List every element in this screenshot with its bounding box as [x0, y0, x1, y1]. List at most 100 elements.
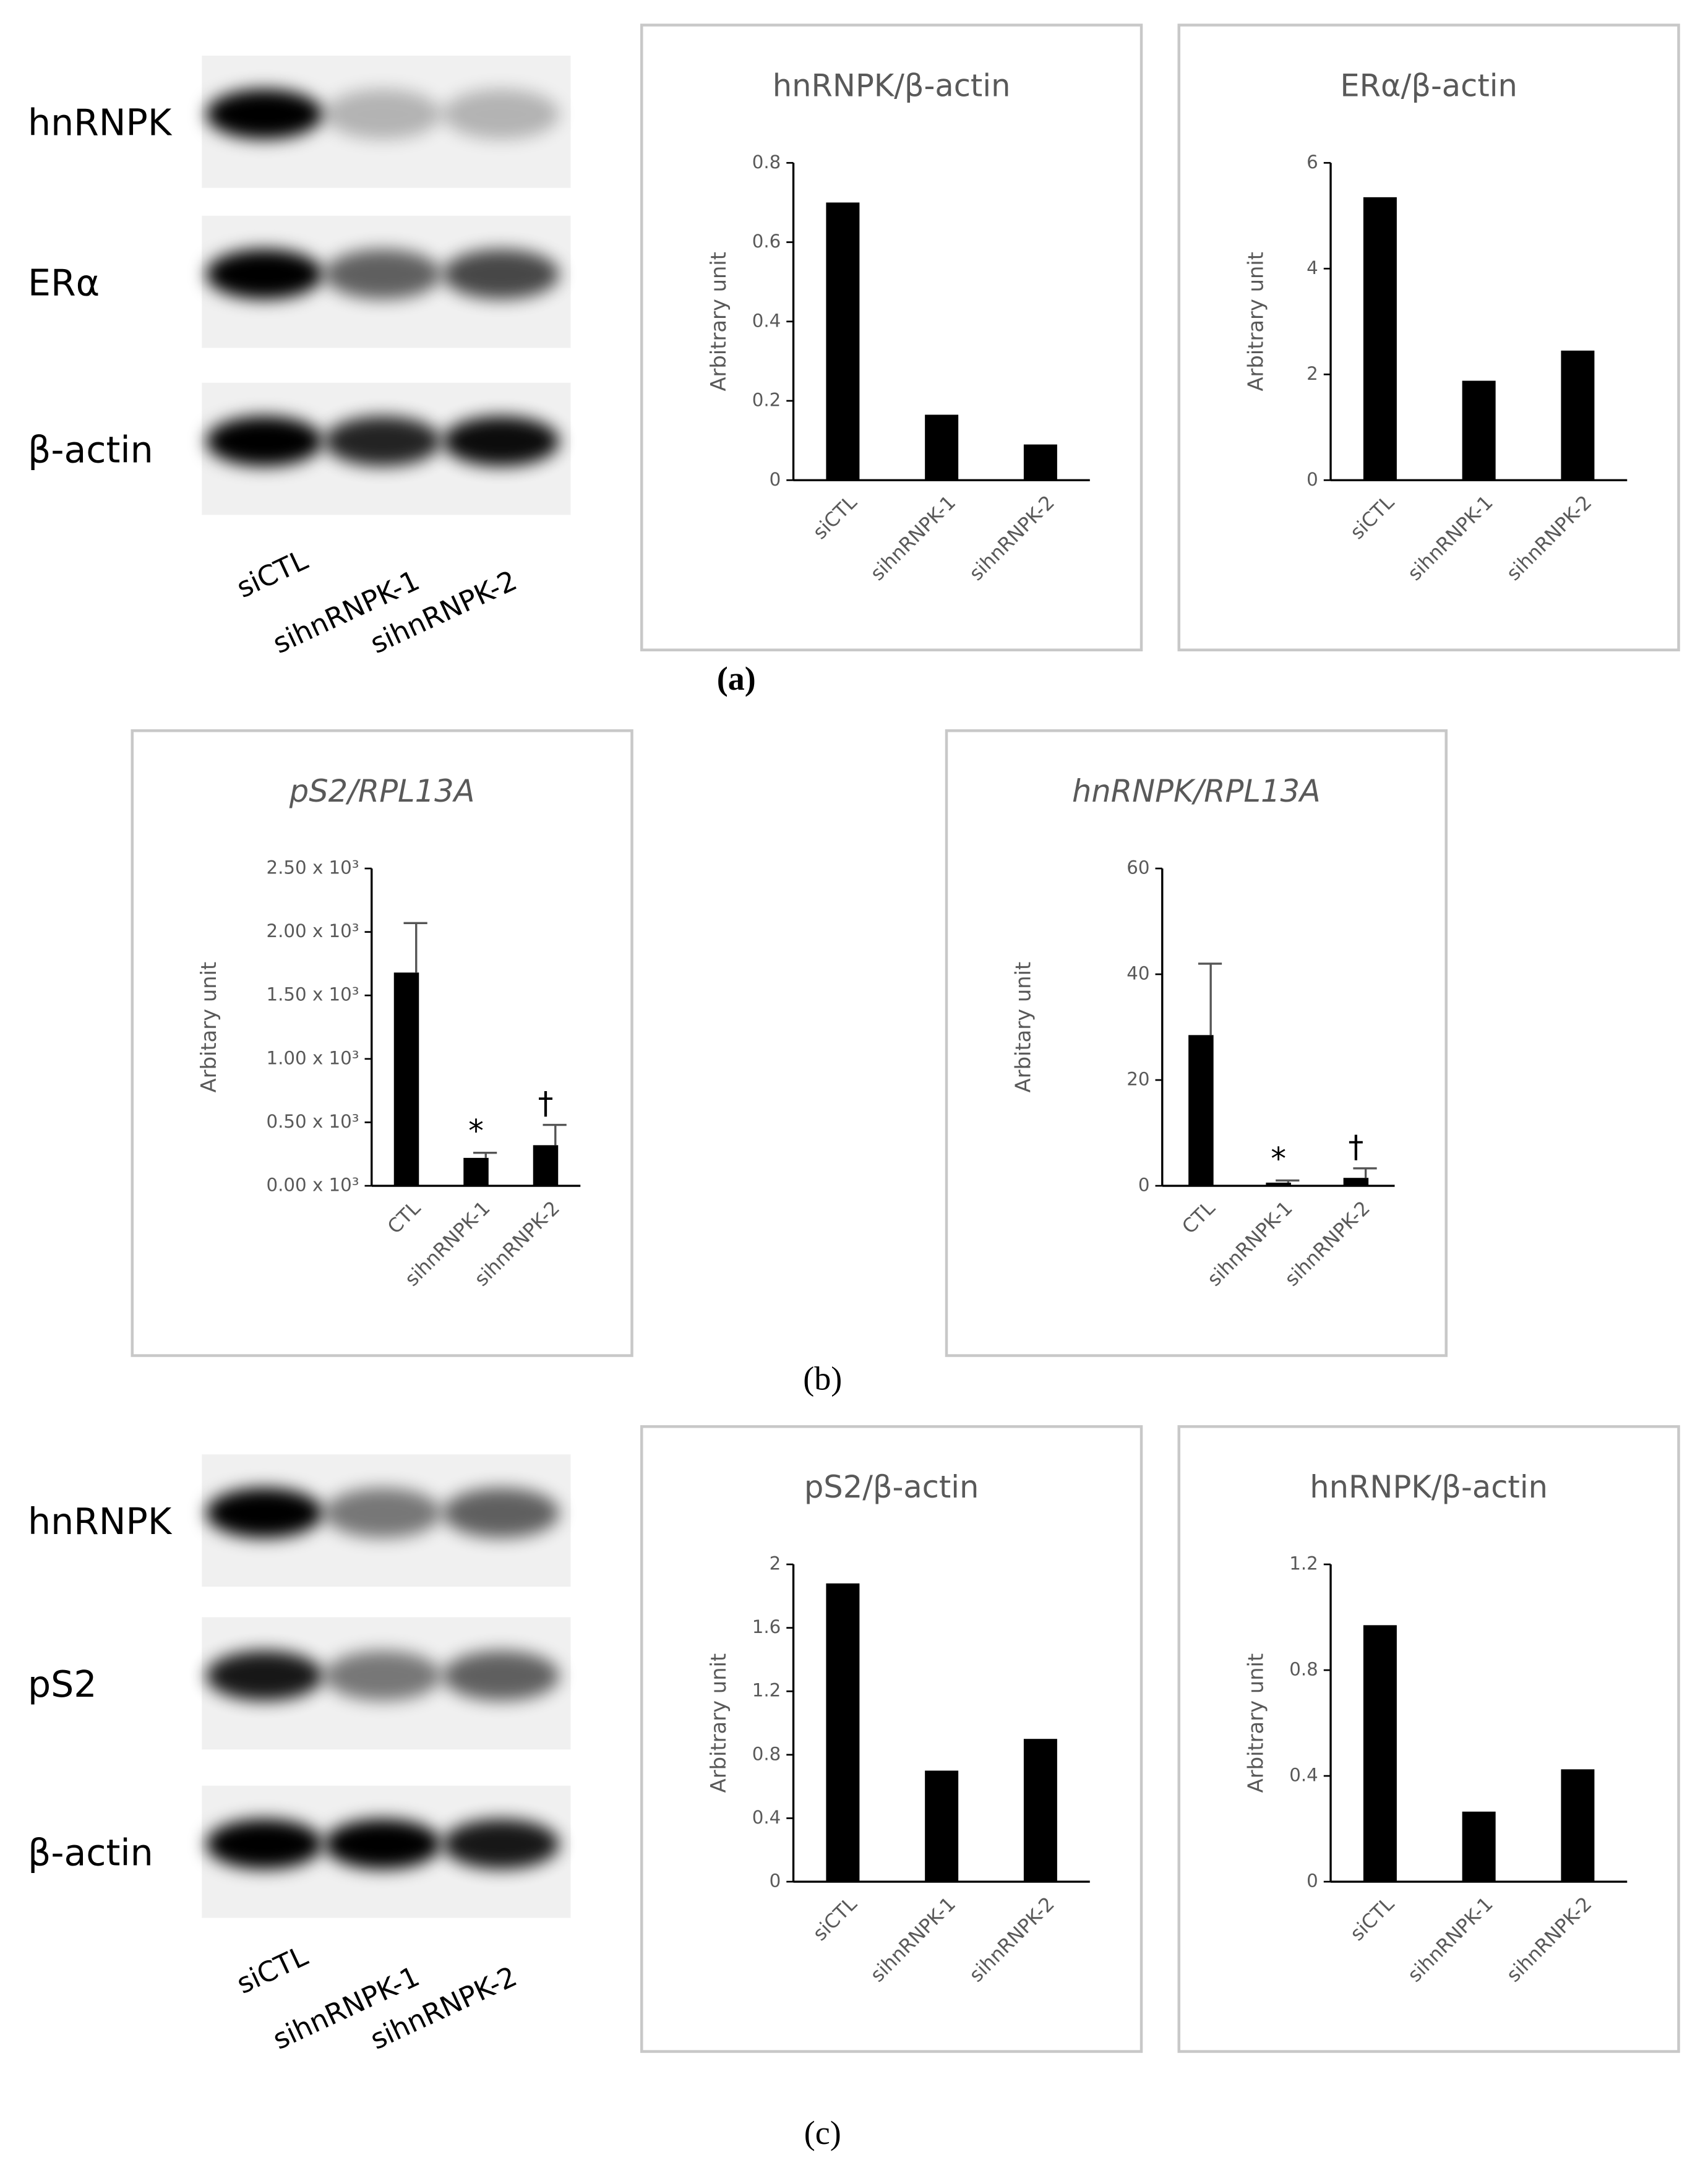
y-axis-label: Arbitary unit	[1011, 962, 1036, 1093]
bar	[1188, 1035, 1214, 1186]
blot-band	[324, 1819, 442, 1869]
y-tick-label: 0.4	[752, 310, 781, 331]
blot-band	[442, 416, 560, 466]
blot-row-label: ERα	[28, 262, 100, 304]
chart-frame	[131, 729, 633, 1357]
y-tick-label: 0	[770, 1871, 781, 1892]
y-tick-label: 1.00 x 10³	[267, 1047, 359, 1068]
x-tick-label: sihnRNPK-1	[1404, 1893, 1498, 1987]
error-bar	[543, 1123, 567, 1146]
significance-marker: *	[468, 1113, 484, 1149]
blot-row-label: hnRNPK	[28, 102, 173, 144]
y-tick-label: 0.50 x 10³	[267, 1111, 359, 1132]
y-tick-label: 1.2	[1289, 1553, 1318, 1574]
bar	[1462, 380, 1496, 481]
x-tick-label: sihnRNPK-1	[1404, 491, 1498, 585]
blot-band	[442, 1819, 560, 1869]
blot-row-label: pS2	[28, 1663, 97, 1705]
y-tick-label: 2.50 x 10³	[267, 857, 359, 878]
chart-frame	[945, 729, 1448, 1357]
x-tick-label: CTL	[1178, 1197, 1219, 1238]
chart-frame	[1177, 24, 1680, 652]
error-bar	[1353, 1167, 1377, 1178]
panel-label: (a)	[717, 660, 756, 697]
blot-band	[324, 249, 442, 299]
x-tick-label: sihnRNPK-2	[965, 491, 1059, 585]
x-tick-label: sihnRNPK-1	[867, 491, 961, 585]
chart-title: ERα/β-actin	[1340, 67, 1517, 103]
y-tick-label: 2.00 x 10³	[267, 920, 359, 941]
blot-lane-label: siCTL	[231, 1939, 312, 2000]
panel-label: (b)	[803, 1360, 842, 1397]
x-tick-label: siCTL	[809, 1893, 862, 1945]
blot-band	[206, 416, 324, 466]
y-tick-label: 0	[1138, 1175, 1150, 1196]
error-bar	[473, 1151, 497, 1158]
y-tick-label: 1.50 x 10³	[267, 984, 359, 1005]
chart-frame	[1177, 1425, 1680, 2053]
y-tick-label: 0.8	[752, 152, 781, 173]
y-tick-label: 0	[1307, 469, 1318, 490]
y-tick-label: 4	[1307, 257, 1318, 278]
y-tick-label: 0.2	[752, 390, 781, 411]
x-tick-label: CTL	[384, 1197, 425, 1238]
y-axis-label: Arbitrary unit	[1243, 1653, 1268, 1793]
error-bar	[1276, 1179, 1300, 1183]
bar	[826, 202, 860, 481]
x-tick-label: sihnRNPK-2	[965, 1893, 1059, 1987]
error-bar	[1198, 962, 1222, 1035]
blot-row-label: β-actin	[28, 429, 153, 471]
bar	[1363, 197, 1397, 481]
y-tick-label: 0	[770, 469, 781, 490]
y-tick-label: 60	[1127, 857, 1149, 878]
x-tick-label: sihnRNPK-2	[1503, 491, 1597, 585]
y-tick-label: 6	[1307, 152, 1318, 173]
bar	[1561, 1769, 1595, 1882]
x-tick-label: siCTL	[1346, 1893, 1399, 1945]
y-tick-label: 0.8	[752, 1743, 781, 1764]
blot-row-label: β-actin	[28, 1832, 153, 1874]
bar	[393, 972, 419, 1186]
bar	[463, 1157, 489, 1186]
x-tick-label: siCTL	[1346, 491, 1399, 544]
significance-marker: *	[1271, 1141, 1286, 1177]
y-axis-label: Arbitrary unit	[706, 1653, 731, 1793]
y-tick-label: 1.6	[752, 1616, 781, 1637]
blot-band	[206, 89, 324, 140]
blot-band	[324, 416, 442, 466]
chart-title: hnRNPK/β-actin	[1310, 1469, 1548, 1505]
y-tick-label: 1.2	[752, 1680, 781, 1701]
significance-marker: †	[538, 1086, 554, 1121]
chart-title: pS2/RPL13A	[289, 773, 475, 809]
blot-band	[206, 1650, 324, 1701]
bar	[1561, 350, 1595, 481]
blot-band	[442, 1488, 560, 1538]
bar	[1266, 1182, 1291, 1186]
chart-title: hnRNPK/RPL13A	[1072, 773, 1321, 809]
y-tick-label: 0	[1307, 1871, 1318, 1892]
y-tick-label: 0.4	[752, 1807, 781, 1828]
y-axis-label: Arbitary unit	[197, 962, 221, 1093]
x-tick-label: sihnRNPK-2	[1503, 1893, 1597, 1987]
blot-band	[442, 249, 560, 299]
y-tick-label: 0.00 x 10³	[267, 1175, 359, 1196]
blot-band	[324, 1650, 442, 1701]
blot-band	[206, 1488, 324, 1538]
y-tick-label: 40	[1127, 963, 1149, 984]
blot-band	[206, 1819, 324, 1869]
chart-frame	[640, 24, 1143, 652]
y-tick-label: 2	[770, 1553, 781, 1574]
bar	[1363, 1625, 1397, 1882]
chart-frame	[640, 1425, 1143, 2053]
bar	[1023, 1739, 1057, 1882]
bar	[925, 414, 959, 481]
chart-title: hnRNPK/β-actin	[773, 67, 1011, 103]
bar	[533, 1145, 559, 1186]
chart-title: pS2/β-actin	[804, 1469, 979, 1505]
bar	[1023, 444, 1057, 481]
x-tick-label: sihnRNPK-1	[867, 1893, 961, 1987]
y-axis-label: Arbitrary unit	[1243, 252, 1268, 392]
y-tick-label: 2	[1307, 363, 1318, 384]
blot-band	[324, 89, 442, 140]
